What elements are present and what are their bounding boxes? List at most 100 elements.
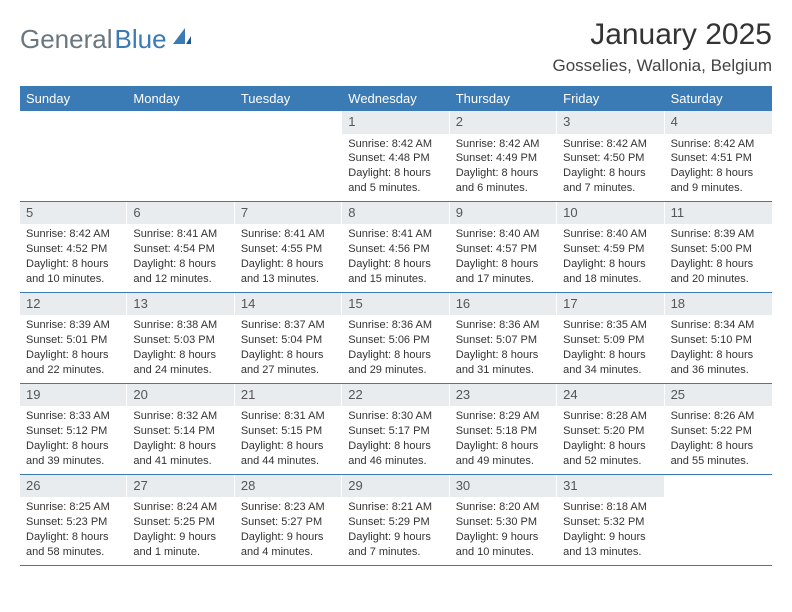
day-cell: 21Sunrise: 8:31 AMSunset: 5:15 PMDayligh… (235, 384, 342, 474)
day-body: Sunrise: 8:36 AMSunset: 5:06 PMDaylight:… (342, 315, 448, 382)
daylight-text: Daylight: 8 hours and 24 minutes. (133, 348, 227, 378)
day-body: Sunrise: 8:42 AMSunset: 4:50 PMDaylight:… (557, 134, 663, 201)
daylight-text: Daylight: 8 hours and 10 minutes. (26, 257, 120, 287)
daylight-text: Daylight: 8 hours and 5 minutes. (348, 166, 442, 196)
sunrise-text: Sunrise: 8:41 AM (241, 227, 335, 242)
day-body: Sunrise: 8:41 AMSunset: 4:56 PMDaylight:… (342, 224, 448, 291)
day-cell: 15Sunrise: 8:36 AMSunset: 5:06 PMDayligh… (342, 293, 449, 383)
daylight-text: Daylight: 8 hours and 36 minutes. (671, 348, 766, 378)
header: GeneralBlue January 2025 Gosselies, Wall… (20, 18, 772, 76)
daylight-text: Daylight: 8 hours and 15 minutes. (348, 257, 442, 287)
day-cell: 20Sunrise: 8:32 AMSunset: 5:14 PMDayligh… (127, 384, 234, 474)
calendar: Sunday Monday Tuesday Wednesday Thursday… (20, 86, 772, 566)
day-body: Sunrise: 8:24 AMSunset: 5:25 PMDaylight:… (127, 497, 233, 564)
day-number: 26 (20, 475, 126, 498)
day-number: 10 (557, 202, 663, 225)
week-row: 12Sunrise: 8:39 AMSunset: 5:01 PMDayligh… (20, 293, 772, 384)
day-body: Sunrise: 8:38 AMSunset: 5:03 PMDaylight:… (127, 315, 233, 382)
sunrise-text: Sunrise: 8:39 AM (671, 227, 766, 242)
day-body: Sunrise: 8:42 AMSunset: 4:48 PMDaylight:… (342, 134, 448, 201)
sunset-text: Sunset: 4:54 PM (133, 242, 227, 257)
day-body: Sunrise: 8:42 AMSunset: 4:52 PMDaylight:… (20, 224, 126, 291)
day-number: 30 (450, 475, 556, 498)
sunset-text: Sunset: 5:03 PM (133, 333, 227, 348)
sunrise-text: Sunrise: 8:21 AM (348, 500, 442, 515)
daylight-text: Daylight: 8 hours and 22 minutes. (26, 348, 120, 378)
day-number: 12 (20, 293, 126, 316)
day-number: 28 (235, 475, 341, 498)
sunset-text: Sunset: 4:48 PM (348, 151, 442, 166)
sunset-text: Sunset: 5:27 PM (241, 515, 335, 530)
day-cell: 27Sunrise: 8:24 AMSunset: 5:25 PMDayligh… (127, 475, 234, 565)
day-number: 18 (665, 293, 772, 316)
day-number: 25 (665, 384, 772, 407)
weekday-header: Monday (127, 86, 234, 111)
day-number: 2 (450, 111, 556, 134)
daylight-text: Daylight: 8 hours and 44 minutes. (241, 439, 335, 469)
sunrise-text: Sunrise: 8:35 AM (563, 318, 657, 333)
daylight-text: Daylight: 9 hours and 4 minutes. (241, 530, 335, 560)
day-cell: 17Sunrise: 8:35 AMSunset: 5:09 PMDayligh… (557, 293, 664, 383)
day-cell: 9Sunrise: 8:40 AMSunset: 4:57 PMDaylight… (450, 202, 557, 292)
sunset-text: Sunset: 4:52 PM (26, 242, 120, 257)
day-cell: 30Sunrise: 8:20 AMSunset: 5:30 PMDayligh… (450, 475, 557, 565)
sunset-text: Sunset: 5:06 PM (348, 333, 442, 348)
sunrise-text: Sunrise: 8:42 AM (563, 137, 657, 152)
weekday-header: Thursday (450, 86, 557, 111)
day-body: Sunrise: 8:34 AMSunset: 5:10 PMDaylight:… (665, 315, 772, 382)
daylight-text: Daylight: 8 hours and 31 minutes. (456, 348, 550, 378)
day-number: 1 (342, 111, 448, 134)
day-cell (665, 475, 772, 565)
sunrise-text: Sunrise: 8:36 AM (456, 318, 550, 333)
brand-logo: GeneralBlue (20, 18, 193, 55)
sunrise-text: Sunrise: 8:26 AM (671, 409, 766, 424)
week-row: 5Sunrise: 8:42 AMSunset: 4:52 PMDaylight… (20, 202, 772, 293)
day-number: 17 (557, 293, 663, 316)
day-cell: 11Sunrise: 8:39 AMSunset: 5:00 PMDayligh… (665, 202, 772, 292)
sunrise-text: Sunrise: 8:39 AM (26, 318, 120, 333)
day-body: Sunrise: 8:42 AMSunset: 4:49 PMDaylight:… (450, 134, 556, 201)
sunset-text: Sunset: 4:49 PM (456, 151, 550, 166)
sunset-text: Sunset: 5:14 PM (133, 424, 227, 439)
day-number: 22 (342, 384, 448, 407)
sunrise-text: Sunrise: 8:36 AM (348, 318, 442, 333)
sunset-text: Sunset: 4:51 PM (671, 151, 766, 166)
week-row: 19Sunrise: 8:33 AMSunset: 5:12 PMDayligh… (20, 384, 772, 475)
daylight-text: Daylight: 8 hours and 34 minutes. (563, 348, 657, 378)
sunrise-text: Sunrise: 8:40 AM (456, 227, 550, 242)
day-number: 16 (450, 293, 556, 316)
day-number: 23 (450, 384, 556, 407)
title-block: January 2025 Gosselies, Wallonia, Belgiu… (552, 18, 772, 76)
day-cell: 19Sunrise: 8:33 AMSunset: 5:12 PMDayligh… (20, 384, 127, 474)
sunset-text: Sunset: 5:01 PM (26, 333, 120, 348)
day-body: Sunrise: 8:30 AMSunset: 5:17 PMDaylight:… (342, 406, 448, 473)
day-cell: 23Sunrise: 8:29 AMSunset: 5:18 PMDayligh… (450, 384, 557, 474)
sunrise-text: Sunrise: 8:28 AM (563, 409, 657, 424)
weekday-header: Friday (557, 86, 664, 111)
day-cell: 1Sunrise: 8:42 AMSunset: 4:48 PMDaylight… (342, 111, 449, 201)
day-number: 13 (127, 293, 233, 316)
sunrise-text: Sunrise: 8:42 AM (348, 137, 442, 152)
day-cell: 25Sunrise: 8:26 AMSunset: 5:22 PMDayligh… (665, 384, 772, 474)
day-number: 6 (127, 202, 233, 225)
day-cell: 3Sunrise: 8:42 AMSunset: 4:50 PMDaylight… (557, 111, 664, 201)
week-row: 1Sunrise: 8:42 AMSunset: 4:48 PMDaylight… (20, 111, 772, 202)
brand-part1: General (20, 24, 113, 55)
sunset-text: Sunset: 5:04 PM (241, 333, 335, 348)
day-cell (20, 111, 127, 201)
day-cell: 31Sunrise: 8:18 AMSunset: 5:32 PMDayligh… (557, 475, 664, 565)
day-cell: 8Sunrise: 8:41 AMSunset: 4:56 PMDaylight… (342, 202, 449, 292)
day-cell: 7Sunrise: 8:41 AMSunset: 4:55 PMDaylight… (235, 202, 342, 292)
location-subtitle: Gosselies, Wallonia, Belgium (552, 56, 772, 76)
daylight-text: Daylight: 8 hours and 18 minutes. (563, 257, 657, 287)
day-number: 9 (450, 202, 556, 225)
day-body: Sunrise: 8:28 AMSunset: 5:20 PMDaylight:… (557, 406, 663, 473)
day-number: 4 (665, 111, 772, 134)
day-body: Sunrise: 8:39 AMSunset: 5:01 PMDaylight:… (20, 315, 126, 382)
day-body: Sunrise: 8:41 AMSunset: 4:55 PMDaylight:… (235, 224, 341, 291)
day-body: Sunrise: 8:37 AMSunset: 5:04 PMDaylight:… (235, 315, 341, 382)
sunrise-text: Sunrise: 8:20 AM (456, 500, 550, 515)
sunset-text: Sunset: 5:25 PM (133, 515, 227, 530)
day-body: Sunrise: 8:18 AMSunset: 5:32 PMDaylight:… (557, 497, 663, 564)
sunrise-text: Sunrise: 8:34 AM (671, 318, 766, 333)
